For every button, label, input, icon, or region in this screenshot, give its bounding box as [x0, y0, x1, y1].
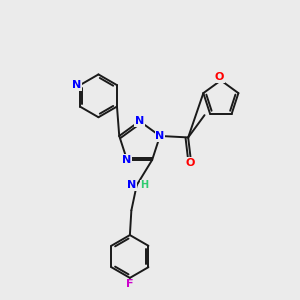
Text: F: F	[126, 279, 134, 290]
Text: N: N	[122, 155, 132, 165]
Text: O: O	[215, 72, 224, 82]
Text: N: N	[135, 116, 144, 126]
Text: H: H	[140, 180, 148, 190]
Text: N: N	[155, 131, 165, 141]
Text: N: N	[127, 180, 136, 190]
Text: N: N	[72, 80, 82, 90]
Text: O: O	[186, 158, 195, 168]
